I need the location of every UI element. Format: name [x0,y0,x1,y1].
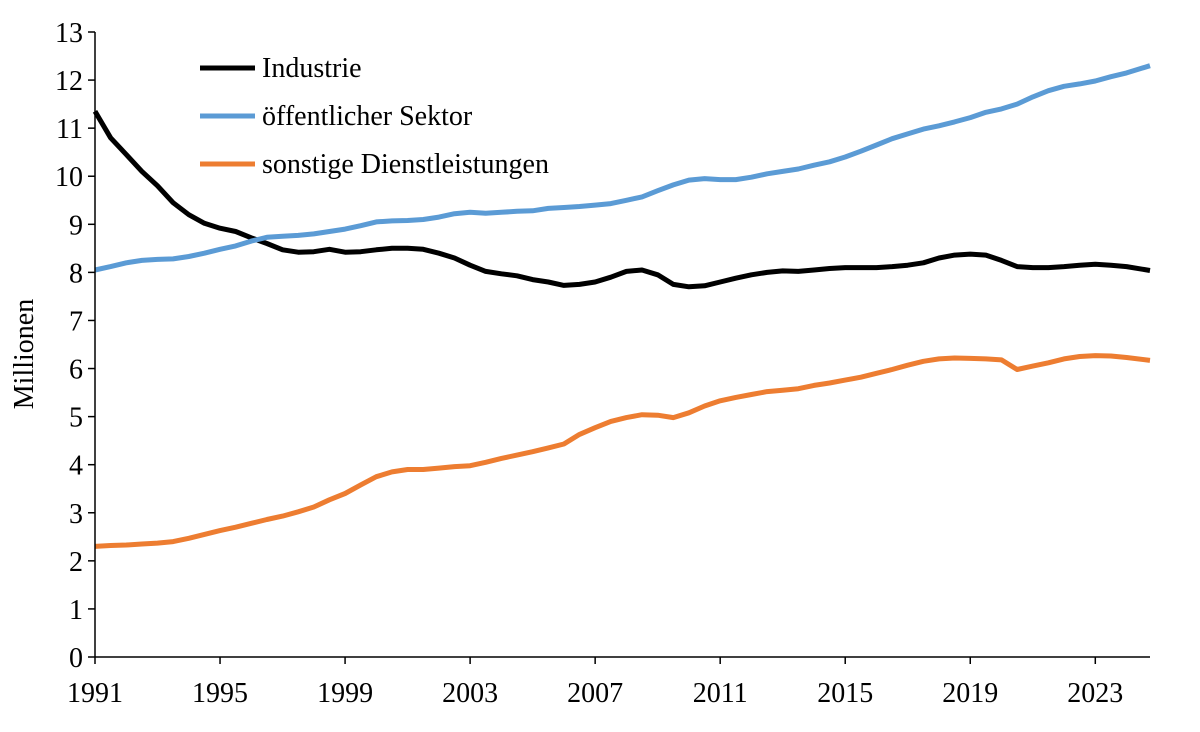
x-tick-label: 2003 [442,678,498,709]
y-tick-label: 4 [69,451,83,482]
y-tick-label: 9 [69,210,83,241]
series-line-ffentlicher-sektor [94,63,1151,273]
y-axis-title: Millionen [9,299,40,409]
y-tick-label: 8 [69,258,83,289]
series-lines [92,63,1151,549]
legend-label-ffentlicher-sektor: öffentlicher Sektor [262,101,473,132]
x-tick-label: 1999 [317,678,373,709]
y-tick-label: 3 [69,499,83,530]
x-tick-label: 2007 [567,678,623,709]
legend: Industrie öffentlicher Sektor sonstige Die… [200,53,549,180]
series-line-industrie [92,110,1151,290]
y-tick-label: 7 [69,306,83,337]
series-line-sonstige-dienstleistungen [94,353,1151,549]
x-tick-label: 2015 [817,678,873,709]
x-tick-label: 2019 [942,678,998,709]
y-tick-label: 5 [69,403,83,434]
y-tick-label: 1 [69,595,83,626]
y-tick-label: 10 [55,162,83,193]
x-tick-label: 1995 [192,678,248,709]
legend-label-industrie: Industrie [262,53,362,84]
x-tick-label: 2023 [1067,678,1123,709]
y-tick-label: 0 [69,643,83,674]
y-tick-label: 13 [55,18,83,49]
x-axis-ticks: 1991 1995 1999 2003 2007 2011 2015 2019 2023 [67,657,1123,709]
y-tick-label: 6 [69,355,83,386]
legend-label-sonstige-dienstleistungen: sonstige Dienstleistungen [262,149,549,180]
y-tick-label: 11 [56,114,83,145]
x-tick-label: 1991 [67,678,123,709]
x-tick-label: 2011 [693,678,748,709]
y-tick-label: 2 [69,547,83,578]
y-tick-label: 12 [55,66,83,97]
